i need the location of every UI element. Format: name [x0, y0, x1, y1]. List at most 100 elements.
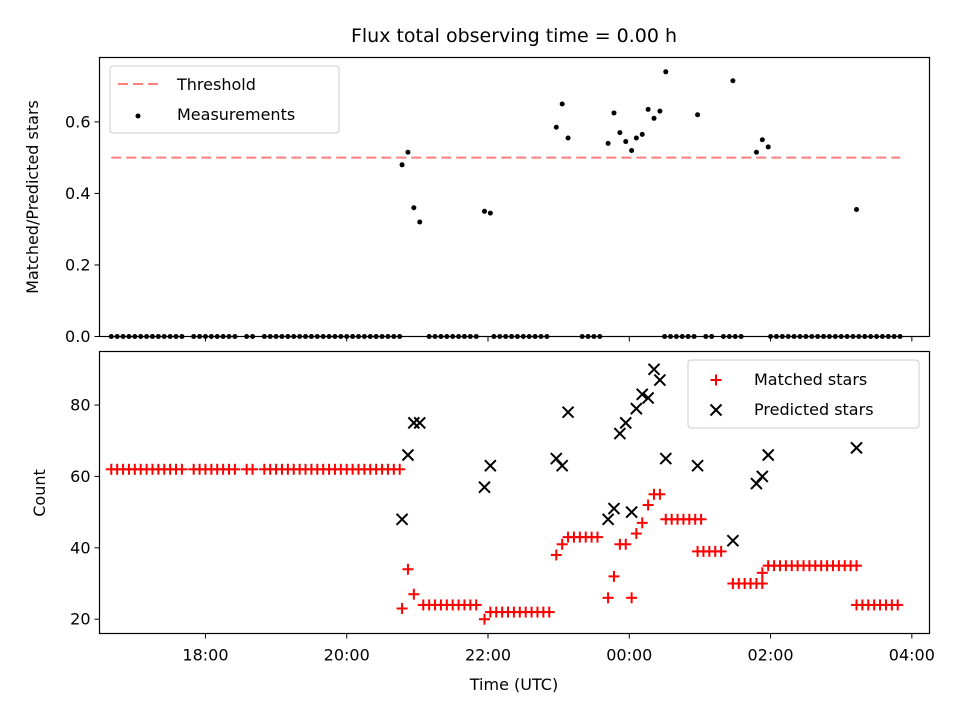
legend-predicted-marker	[709, 403, 723, 417]
top-y-ticks: 0.0 0.2 0.4 0.6	[65, 112, 100, 346]
x-tick-label: 20:00	[324, 646, 370, 665]
predicted-star-point	[850, 441, 863, 455]
matched-star-point	[176, 463, 188, 475]
measurement-point	[623, 139, 629, 145]
matched-star-point	[592, 531, 603, 543]
measurement-point	[487, 210, 493, 216]
bottom-legend: Matched stars Predicted stars	[687, 359, 920, 429]
measurement-point	[629, 148, 635, 153]
top-legend-box	[109, 65, 340, 134]
top-y-tick-label: 0.0	[65, 327, 90, 346]
bottom-x-ticks: 18:00 20:00 22:00 00:00 02:00 04:00	[182, 633, 935, 665]
count-points	[105, 363, 904, 625]
matched-star-point	[394, 463, 406, 475]
legend-predicted-label: Predicted stars	[754, 400, 874, 419]
measurement-point	[730, 78, 736, 84]
predicted-star-point	[726, 534, 740, 547]
predicted-star-point	[691, 459, 704, 472]
predicted-star-point	[601, 513, 615, 526]
legend-matched-marker	[710, 374, 722, 386]
measurement-point	[605, 140, 611, 146]
bottom-y-axis-label: Count	[30, 469, 49, 517]
top-y-tick-label: 0.4	[65, 184, 90, 203]
measurement-point	[399, 162, 405, 168]
measurement-point	[765, 144, 771, 150]
predicted-star-point	[641, 391, 655, 405]
x-tick-label: 22:00	[465, 646, 511, 665]
matched-star-point	[642, 499, 654, 511]
bottom-y-tick-label: 20	[70, 610, 90, 629]
measurement-point	[417, 219, 423, 225]
predicted-star-point	[478, 480, 491, 494]
matched-star-point	[402, 563, 414, 575]
matched-star-point	[556, 538, 568, 550]
measurement-point	[633, 135, 639, 141]
measurement-point	[639, 131, 645, 137]
x-tick-label: 00:00	[606, 646, 652, 665]
top-y-tick-label: 0.2	[65, 255, 90, 274]
matched-star-point	[756, 578, 768, 590]
bottom-y-tick-label: 80	[70, 396, 90, 415]
x-axis-label: Time (UTC)	[469, 675, 558, 694]
measurement-point	[553, 124, 559, 130]
predicted-star-point	[630, 402, 643, 415]
predicted-star-point	[407, 416, 421, 430]
matched-star-point	[695, 513, 707, 525]
matched-star-point	[892, 599, 904, 611]
top-y-axis-label: Matched/Predicted stars	[23, 100, 42, 294]
matched-star-point	[654, 488, 666, 500]
predicted-star-point	[659, 452, 672, 465]
measurement-point	[645, 106, 651, 112]
measurement-point	[405, 149, 411, 155]
legend-predicted-swatch	[709, 403, 723, 417]
predicted-star-point	[636, 388, 649, 401]
matched-star-point	[715, 545, 727, 557]
matched-star-point	[602, 592, 614, 604]
measurement-point	[657, 108, 663, 114]
legend-threshold-label: Threshold	[176, 75, 256, 94]
x-tick-label: 02:00	[748, 646, 794, 665]
measurement-point	[611, 110, 617, 116]
measurement-point	[559, 101, 565, 107]
matched-star-point	[636, 517, 648, 529]
predicted-star-point	[607, 502, 621, 515]
x-tick-label: 18:00	[182, 646, 228, 665]
matched-star-point	[247, 463, 259, 475]
predicted-star-point	[561, 405, 575, 419]
top-legend: Threshold Measurements	[109, 65, 340, 134]
matched-star-point	[626, 592, 638, 604]
measurement-point	[854, 207, 860, 213]
matched-star-point	[396, 603, 408, 615]
bottom-y-tick-label: 40	[70, 538, 90, 557]
legend-measurements-label: Measurements	[177, 105, 295, 124]
measurement-point	[651, 115, 657, 121]
predicted-star-point	[653, 373, 667, 387]
measurement-point	[411, 205, 417, 211]
predicted-star-point	[619, 416, 632, 430]
predicted-star-point	[756, 470, 769, 483]
legend-matched-label: Matched stars	[754, 370, 867, 389]
predicted-star-point	[647, 363, 661, 376]
measurement-point	[663, 69, 669, 75]
ratio-panel: 0.0 0.2 0.4 0.6 Matched/Predicted stars Thr…	[23, 56, 931, 346]
measurement-point	[753, 149, 759, 155]
matched-star-point	[408, 588, 420, 600]
chart-title: Flux total observing time = 0.00 h	[351, 25, 677, 47]
matched-star-point	[851, 560, 863, 572]
predicted-star-point	[555, 459, 569, 472]
bottom-legend-box	[687, 359, 920, 429]
measurement-point	[759, 137, 765, 143]
measurement-point	[617, 130, 623, 136]
predicted-star-point	[401, 448, 415, 462]
legend-measurements-swatch	[135, 113, 141, 119]
legend-matched-swatch	[710, 374, 722, 386]
predicted-star-point	[395, 513, 409, 526]
matched-star-point	[620, 538, 632, 550]
matched-star-point	[478, 613, 490, 625]
predicted-star-point	[613, 427, 627, 440]
predicted-star-point	[484, 459, 497, 472]
matched-star-point	[630, 528, 642, 540]
predicted-star-point	[413, 416, 426, 430]
